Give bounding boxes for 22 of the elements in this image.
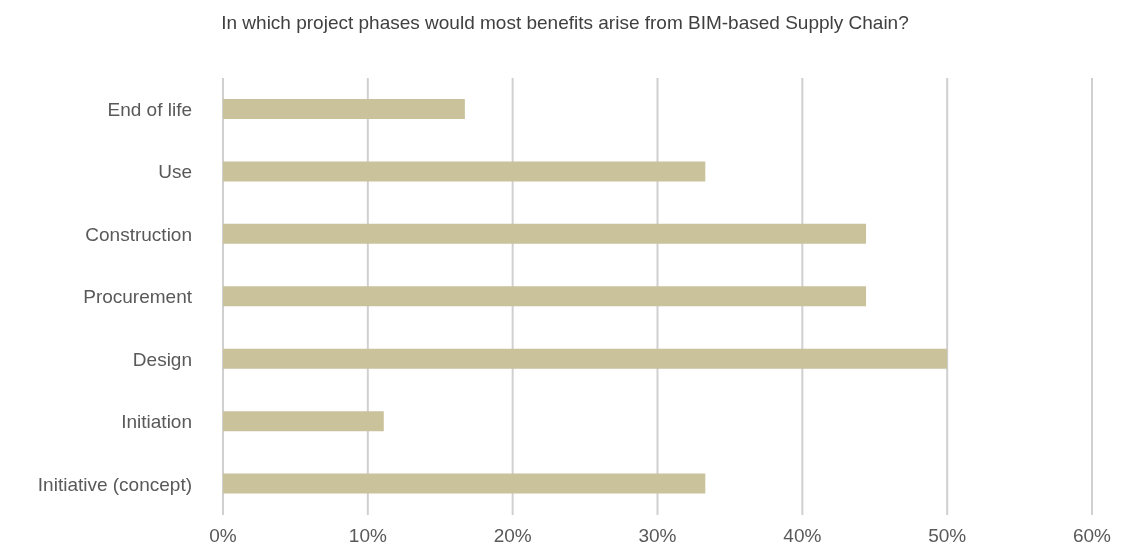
x-tick-label: 50%: [928, 525, 967, 547]
x-tick-label: 10%: [348, 525, 387, 547]
y-tick-label: Initiation: [121, 411, 192, 433]
bar: [223, 161, 706, 182]
chart-title: In which project phases would most benefits arise from BIM-based Supply Chain?: [220, 11, 910, 35]
y-tick-label: Construction: [85, 223, 192, 245]
x-tick-label: 60%: [1072, 525, 1112, 547]
y-tick-label: Design: [132, 348, 192, 370]
bar: [223, 223, 867, 244]
bar: [223, 99, 465, 119]
bar: [223, 286, 867, 307]
y-tick-label: End of life: [107, 98, 192, 120]
y-tick-label: Use: [158, 161, 192, 183]
bar: [223, 411, 384, 432]
y-tick-label: Procurement: [83, 286, 193, 308]
y-tick-label: Initiative (concept): [37, 473, 192, 495]
bar: [223, 348, 948, 369]
bar: [223, 473, 706, 494]
x-tick-label: 20%: [493, 525, 532, 547]
x-tick-label: 0%: [209, 525, 237, 547]
x-tick-label: 30%: [638, 525, 677, 547]
x-tick-label: 40%: [783, 525, 822, 547]
